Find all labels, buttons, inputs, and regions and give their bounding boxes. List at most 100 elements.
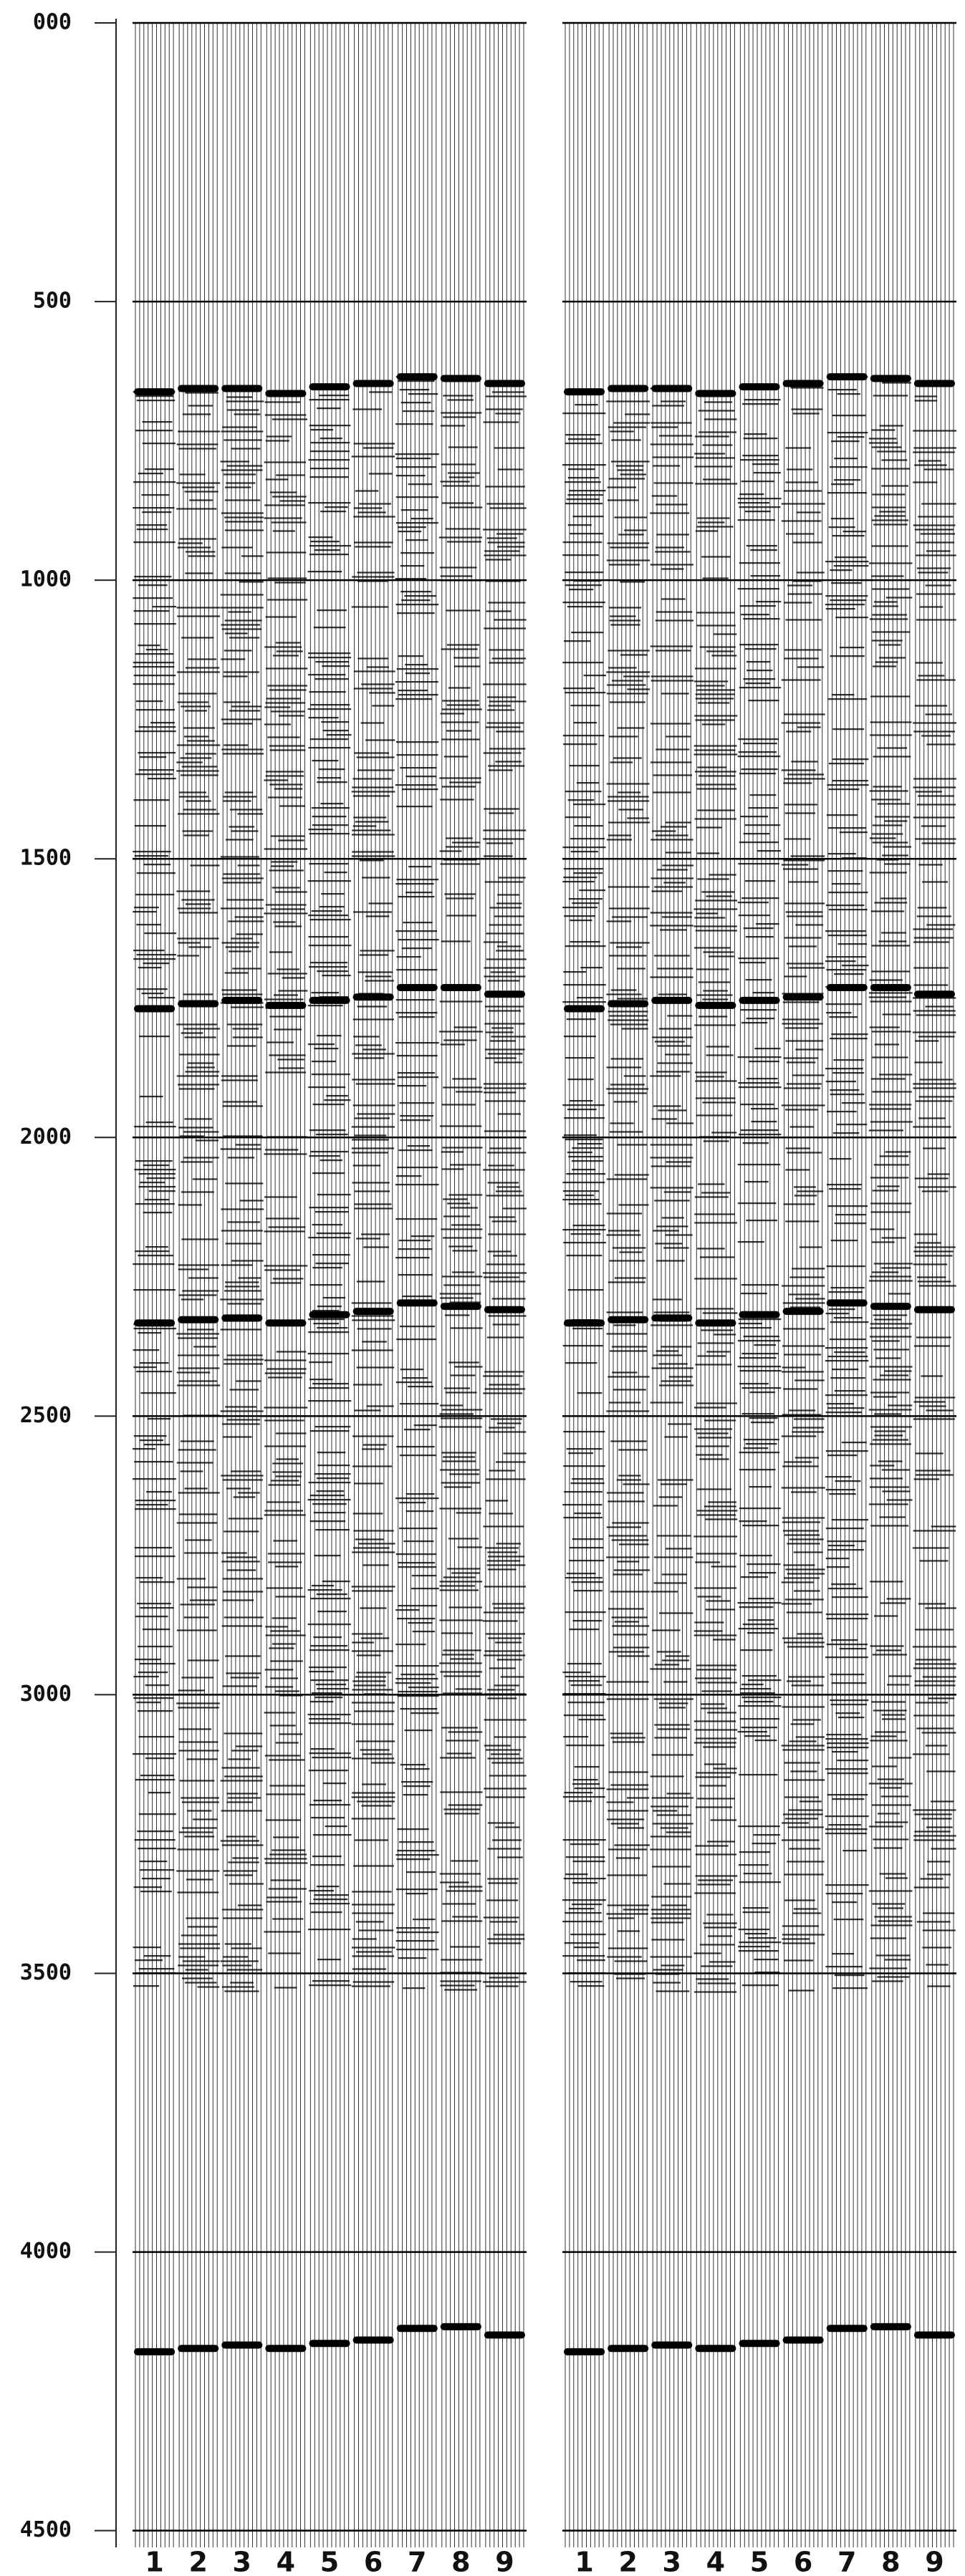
reflection-event xyxy=(396,983,438,991)
reflection-texture xyxy=(562,391,606,1987)
trace-lines xyxy=(608,23,648,2547)
reflection-event xyxy=(134,2348,176,2355)
trace-lines xyxy=(266,23,305,2547)
reflection-texture xyxy=(606,400,650,1979)
reflection-event xyxy=(913,1306,955,1313)
y-tick-label: 4500 xyxy=(20,2517,72,2542)
reflection-event xyxy=(352,2336,394,2344)
x-tick-label: 7 xyxy=(837,2547,856,2576)
reflection-texture xyxy=(351,391,395,1987)
reflection-texture xyxy=(781,382,825,1992)
reflection-event xyxy=(484,380,525,387)
x-tick-label: 6 xyxy=(794,2547,812,2576)
x-tick-label: 9 xyxy=(495,2547,514,2576)
reflection-event xyxy=(484,2331,525,2339)
reflection-event xyxy=(352,993,394,1001)
reflection-event xyxy=(440,1303,481,1311)
reflection-event xyxy=(396,373,438,381)
reflection-texture xyxy=(395,376,439,1989)
trace-lines xyxy=(354,23,393,2547)
reflection-texture xyxy=(307,395,352,1987)
reflection-event xyxy=(695,2345,736,2353)
reflection-event xyxy=(913,990,955,998)
reflection-event xyxy=(440,375,481,382)
trace-lines xyxy=(135,23,174,2547)
reflection-event xyxy=(564,1005,605,1013)
reflection-texture xyxy=(650,387,694,1992)
reflection-event xyxy=(651,1314,693,1322)
reflection-event xyxy=(564,388,605,396)
reflection-event xyxy=(178,385,219,392)
y-tick-label: 000 xyxy=(33,10,72,35)
reflection-event xyxy=(870,983,911,991)
reflection-event xyxy=(396,1299,438,1307)
reflection-texture xyxy=(220,396,264,1992)
reflection-event xyxy=(396,2325,438,2333)
trace-lines xyxy=(871,23,911,2547)
reflection-texture xyxy=(482,391,527,1987)
x-tick-label: 7 xyxy=(408,2547,426,2576)
reflection-event xyxy=(695,390,736,397)
reflection-event xyxy=(913,2331,955,2339)
reflection-event xyxy=(739,996,780,1004)
reflection-event xyxy=(782,993,824,1001)
reflection-event xyxy=(870,2322,911,2330)
y-tick-label: 2500 xyxy=(20,1403,72,1428)
reflection-event xyxy=(265,390,307,397)
reflection-event xyxy=(178,1316,219,1323)
trace-lines xyxy=(827,23,867,2547)
reflection-event xyxy=(484,990,525,998)
reflection-event xyxy=(221,1314,263,1322)
reflection-event xyxy=(440,2322,481,2330)
reflection-texture xyxy=(737,399,782,1987)
x-tick-label: 2 xyxy=(618,2547,637,2576)
reflection-event xyxy=(221,2341,263,2349)
reflection-event xyxy=(608,1000,649,1008)
reflection-event xyxy=(826,2325,868,2333)
trace-lines xyxy=(565,23,604,2547)
trace-lines xyxy=(178,23,218,2547)
x-tick-label: 9 xyxy=(925,2547,944,2576)
trace-lines xyxy=(222,23,261,2547)
x-tick-label: 5 xyxy=(320,2547,339,2576)
reflection-event xyxy=(440,983,481,991)
reflection-texture xyxy=(176,392,221,1988)
reflection-event xyxy=(870,1303,911,1311)
reflection-event xyxy=(309,2340,350,2348)
x-tick-label: 4 xyxy=(277,2547,295,2576)
reflection-event xyxy=(739,383,780,391)
reflection-event xyxy=(826,983,868,991)
reflection-event xyxy=(651,996,693,1004)
x-tick-label: 4 xyxy=(706,2547,725,2576)
x-tick-label: 2 xyxy=(188,2547,207,2576)
reflection-texture xyxy=(693,401,738,1993)
x-tick-label: 6 xyxy=(364,2547,383,2576)
reflection-event xyxy=(352,1308,394,1316)
trace-lines xyxy=(652,23,691,2547)
reflection-event xyxy=(564,1319,605,1327)
reflection-event xyxy=(178,2345,219,2353)
reflection-event xyxy=(265,1001,307,1009)
reflection-event xyxy=(265,1319,307,1327)
y-tick-label: 1500 xyxy=(20,846,72,871)
trace-lines xyxy=(696,23,735,2547)
reflection-event xyxy=(134,1319,176,1327)
reflection-event xyxy=(870,375,911,382)
x-tick-label: 5 xyxy=(750,2547,769,2576)
y-tick-label: 500 xyxy=(33,289,72,314)
reflection-event xyxy=(309,1311,350,1318)
reflection-event xyxy=(608,1316,649,1323)
reflection-event xyxy=(134,388,176,396)
reflection-event xyxy=(178,1000,219,1008)
reflection-event xyxy=(651,2341,693,2349)
reflection-texture xyxy=(825,376,869,1989)
x-tick-label: 1 xyxy=(575,2547,593,2576)
x-tick-label: 1 xyxy=(145,2547,163,2576)
reflection-event xyxy=(608,385,649,392)
reflection-event xyxy=(221,996,263,1004)
reflection-event xyxy=(695,1319,736,1327)
reflection-event xyxy=(484,1306,525,1313)
x-tick-label: 8 xyxy=(881,2547,900,2576)
x-tick-label: 8 xyxy=(451,2547,470,2576)
